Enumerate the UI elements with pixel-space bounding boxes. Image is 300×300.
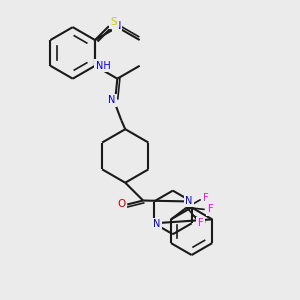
Text: F: F: [208, 204, 213, 214]
Text: N: N: [185, 196, 192, 206]
Text: N: N: [153, 219, 161, 229]
Text: S: S: [110, 17, 117, 27]
Text: O: O: [117, 200, 125, 209]
Text: N: N: [108, 95, 115, 106]
Text: N: N: [114, 21, 121, 31]
Text: F: F: [203, 193, 208, 202]
Text: NH: NH: [96, 61, 110, 71]
Text: F: F: [198, 218, 203, 228]
